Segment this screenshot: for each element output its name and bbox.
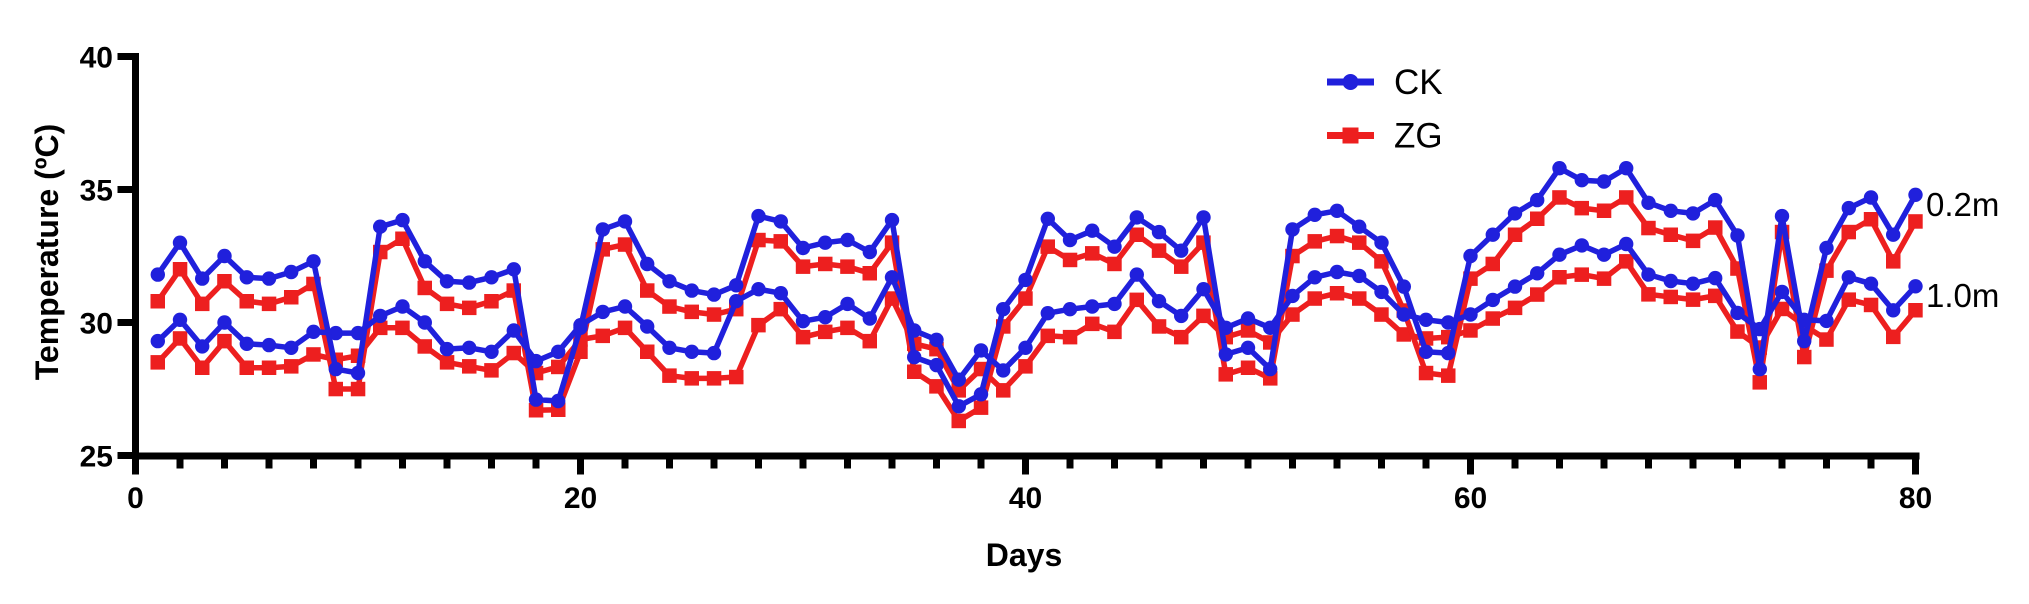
svg-text:25: 25 — [80, 441, 113, 474]
svg-text:Days: Days — [986, 537, 1063, 573]
svg-text:80: 80 — [1899, 482, 1932, 515]
svg-text:ZG: ZG — [1394, 117, 1443, 156]
svg-text:0: 0 — [127, 482, 144, 515]
svg-text:30: 30 — [80, 308, 113, 341]
svg-text:Temperature (ºC): Temperature (ºC) — [29, 124, 65, 380]
svg-text:35: 35 — [80, 175, 113, 208]
svg-text:40: 40 — [80, 42, 113, 75]
svg-text:20: 20 — [564, 482, 597, 515]
svg-text:60: 60 — [1454, 482, 1487, 515]
svg-text:0.2m: 0.2m — [1926, 186, 1999, 223]
svg-text:CK: CK — [1394, 63, 1443, 102]
svg-text:40: 40 — [1009, 482, 1042, 515]
svg-text:1.0m: 1.0m — [1926, 277, 1999, 314]
